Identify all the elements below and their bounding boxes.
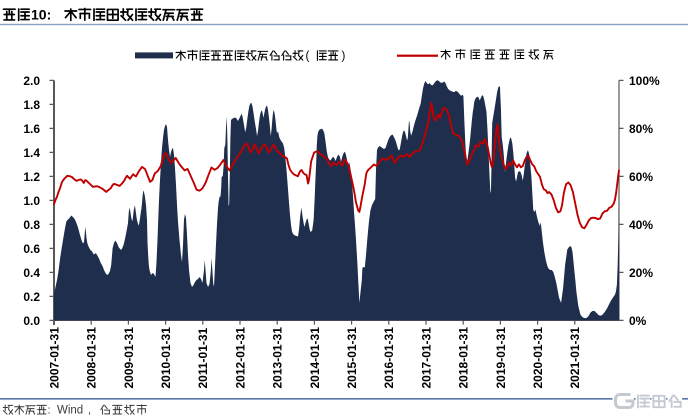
svg-text:2013-01-31: 2013-01-31	[271, 327, 285, 389]
svg-text:1.8: 1.8	[23, 98, 40, 112]
svg-text:1.0: 1.0	[23, 194, 40, 208]
svg-text:0.0: 0.0	[23, 314, 40, 328]
svg-text:100%: 100%	[629, 74, 660, 88]
svg-text:2012-01-31: 2012-01-31	[233, 327, 247, 389]
svg-text:0.4: 0.4	[23, 266, 40, 280]
svg-text:2009-01-31: 2009-01-31	[122, 327, 136, 389]
svg-text:40%: 40%	[629, 218, 653, 232]
svg-text:2015-01-31: 2015-01-31	[345, 327, 359, 389]
svg-text:0.2: 0.2	[23, 290, 40, 304]
svg-text:80%: 80%	[629, 122, 653, 136]
svg-text:60%: 60%	[629, 170, 653, 184]
svg-text:2010-01-31: 2010-01-31	[159, 327, 173, 389]
svg-text:2011-01-31: 2011-01-31	[196, 327, 210, 388]
svg-text:20%: 20%	[629, 266, 653, 280]
svg-text:2007-01-31: 2007-01-31	[47, 327, 61, 389]
svg-text:1.4: 1.4	[23, 146, 40, 160]
svg-text:0.6: 0.6	[23, 242, 40, 256]
svg-text:2016-01-31: 2016-01-31	[382, 327, 396, 389]
svg-text:,: ,	[88, 405, 91, 417]
svg-text:2018-01-31: 2018-01-31	[457, 327, 471, 389]
svg-text:0%: 0%	[629, 314, 647, 328]
svg-text:1.6: 1.6	[23, 122, 40, 136]
svg-text:2008-01-31: 2008-01-31	[85, 327, 99, 389]
svg-text:1.2: 1.2	[23, 170, 40, 184]
svg-text:(: (	[306, 51, 310, 63]
svg-text:Wind: Wind	[57, 405, 83, 417]
svg-text:2.0: 2.0	[23, 74, 40, 88]
svg-text:2017-01-31: 2017-01-31	[419, 327, 433, 389]
svg-text:2020-01-31: 2020-01-31	[531, 327, 545, 389]
svg-text:0.8: 0.8	[23, 218, 40, 232]
svg-text:10:: 10:	[31, 7, 51, 23]
svg-text:2019-01-31: 2019-01-31	[494, 327, 508, 389]
svg-text:2014-01-31: 2014-01-31	[308, 327, 322, 389]
svg-text::: :	[48, 405, 51, 417]
svg-text:2021-01-31: 2021-01-31	[568, 327, 582, 389]
svg-text:): )	[342, 51, 346, 63]
